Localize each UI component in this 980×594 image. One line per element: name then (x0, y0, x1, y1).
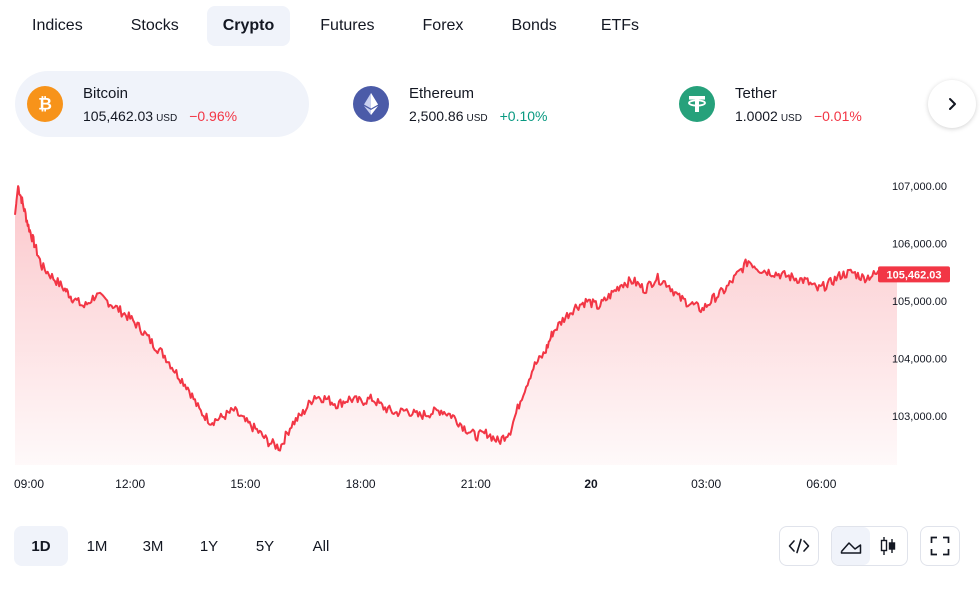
tab-bonds[interactable]: Bonds (511, 17, 557, 34)
embed-button[interactable] (780, 527, 818, 565)
last-price-badge (878, 266, 950, 283)
ticker-currency: USD (466, 112, 488, 124)
y-axis-tick: 105,000.00 (892, 296, 947, 308)
range-5y-button[interactable]: 5Y (255, 537, 275, 555)
ticker-name: Tether (735, 84, 777, 102)
chart-type-tool (831, 526, 908, 566)
range-3m-button[interactable]: 3M (142, 537, 164, 555)
fullscreen-icon (930, 536, 950, 556)
ticker-change: −0.01% (813, 107, 862, 124)
ticker-change: −0.96% (189, 107, 238, 124)
price-area-fill (15, 186, 897, 465)
market-tabs: Indices Stocks Crypto Futures Forex Bond… (14, 6, 655, 46)
tab-indices[interactable]: Indices (32, 17, 83, 34)
tab-forex[interactable]: Forex (422, 17, 464, 34)
ticker-currency: USD (156, 112, 178, 124)
x-axis-tick: 12:00 (115, 477, 145, 491)
tab-stocks[interactable]: Stocks (130, 17, 179, 34)
price-chart[interactable]: 107,000.00 106,000.00 105,000.00 104,000.00… (0, 160, 980, 500)
tab-crypto[interactable]: Crypto (206, 6, 291, 46)
next-tickers-button[interactable] (928, 80, 976, 128)
x-axis-tick: 15:00 (230, 477, 260, 491)
ticker-card-tether[interactable]: Tether 1.0002 USD −0.01% (667, 71, 917, 137)
x-axis-tick: 09:00 (14, 477, 44, 491)
chevron-right-icon (949, 98, 956, 110)
range-1d-button[interactable]: 1D (14, 526, 68, 566)
ticker-card-bitcoin[interactable]: ₿ Bitcoin 105,462.03 USD −0.96% (15, 71, 309, 137)
x-axis-tick: 06:00 (806, 477, 836, 491)
tab-etfs[interactable]: ETFs (600, 17, 640, 34)
price-line (14, 185, 898, 452)
last-price-label: 105,462.03 (886, 269, 941, 281)
range-selector: 1D 1M 3M 1Y 5Y All (14, 526, 348, 566)
ticker-price: 105,462.03 (83, 107, 154, 124)
ticker-name: Ethereum (409, 84, 475, 102)
range-all-button[interactable]: All (312, 537, 330, 555)
ticker-change: +0.10% (499, 107, 548, 124)
y-axis-tick: 106,000.00 (892, 239, 947, 251)
candlestick-button[interactable] (870, 527, 908, 565)
ticker-price: 2,500.86 (409, 107, 464, 124)
area-chart-icon (840, 542, 861, 554)
fullscreen-button[interactable] (921, 527, 959, 565)
range-1m-button[interactable]: 1M (86, 537, 108, 555)
y-axis-tick: 104,000.00 (892, 354, 947, 366)
ticker-name: Bitcoin (83, 84, 129, 102)
ticker-card-ethereum[interactable]: Ethereum 2,500.86 USD +0.10% (341, 71, 631, 137)
ticker-price: 1.0002 (735, 107, 778, 124)
candlestick-icon (881, 537, 896, 555)
bitcoin-icon: ₿ (27, 86, 63, 122)
y-axis-tick: 103,000.00 (892, 411, 947, 423)
svg-text:₿: ₿ (38, 95, 52, 115)
fullscreen-tool (920, 526, 960, 566)
x-axis-tick: 20 (584, 477, 598, 491)
code-icon (788, 538, 810, 554)
area-chart-button[interactable] (832, 527, 870, 565)
range-1y-button[interactable]: 1Y (199, 537, 219, 555)
embed-tool (779, 526, 819, 566)
x-axis-tick: 03:00 (691, 477, 721, 491)
y-axis-tick: 107,000.00 (892, 181, 947, 193)
x-axis-tick: 21:00 (461, 477, 491, 491)
ticker-currency: USD (780, 112, 802, 124)
ethereum-icon (353, 86, 389, 122)
tab-futures[interactable]: Futures (320, 17, 375, 34)
tether-icon (679, 86, 715, 122)
x-axis-tick: 18:00 (346, 477, 376, 491)
